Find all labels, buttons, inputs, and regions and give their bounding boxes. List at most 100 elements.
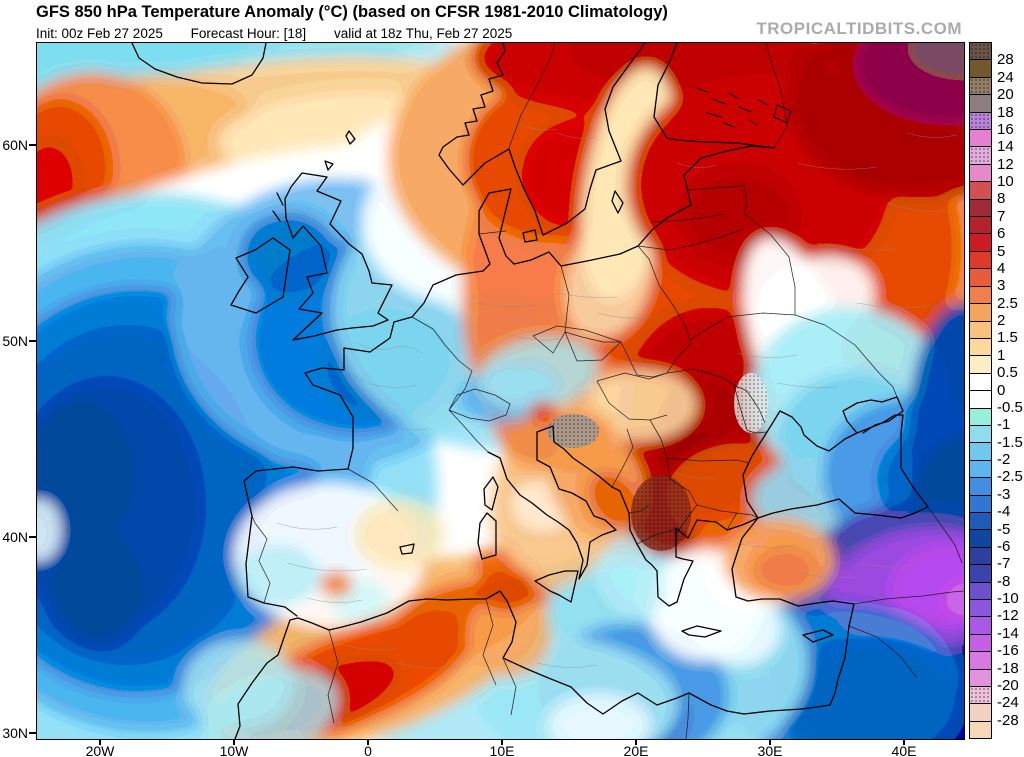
colorbar-label: 24 — [997, 68, 1014, 86]
anomaly-blob — [547, 693, 651, 739]
colorbar-label: -18 — [997, 659, 1019, 677]
colorbar-label: -3 — [997, 485, 1011, 503]
colorbar-label: 10 — [997, 173, 1014, 190]
colorbar-segment — [970, 617, 991, 635]
colorbar-label: -4 — [997, 503, 1011, 521]
colorbar-label: -10 — [997, 590, 1019, 607]
colorbar-segment — [970, 43, 991, 61]
colorbar-label: 14 — [997, 138, 1014, 156]
anomaly-blob — [943, 580, 964, 620]
colorbar-label: 12 — [997, 155, 1014, 173]
run-info: Init: 00z Feb 27 2025 Forecast Hour: [18… — [36, 26, 536, 41]
lon-tick-label: 10E — [489, 743, 515, 757]
colorbar-label: -8 — [997, 572, 1011, 590]
lon-tick-label: 20W — [85, 743, 115, 757]
colorbar-segment — [970, 199, 991, 218]
lon-tick-label: 20E — [623, 743, 649, 757]
anomaly-blob — [529, 401, 557, 423]
anomaly-blob — [37, 498, 62, 562]
colorbar-segment — [970, 391, 991, 409]
lat-tick-mark — [29, 536, 36, 538]
init-time: Init: 00z Feb 27 2025 — [36, 26, 163, 41]
colorbar-segment — [970, 321, 991, 339]
colorbar-label: 2.5 — [997, 294, 1018, 312]
coastline-ireland — [230, 237, 291, 314]
anomaly-blob — [587, 469, 639, 529]
lat-tick-label: 60N — [2, 137, 28, 153]
anomaly-blob — [594, 531, 664, 619]
map-title: GFS 850 hPa Temperature Anomaly (°C) (ba… — [36, 3, 668, 21]
colorbar-label: -1 — [997, 416, 1011, 434]
colorbar-label: 1.5 — [997, 329, 1018, 347]
stipple-patch-dots — [734, 373, 768, 433]
anomaly-blob — [237, 546, 321, 604]
colorbar-segment — [970, 130, 991, 148]
colorbar-segment — [970, 182, 991, 200]
colorbar-label: 5 — [997, 242, 1006, 260]
colorbar-label: 3 — [997, 277, 1006, 295]
lat-tick-label: 30N — [2, 725, 28, 741]
stipple-patch-dots — [547, 414, 599, 448]
anomaly-blob — [183, 639, 295, 731]
colorbar-segment — [970, 338, 991, 357]
coastline-scandinavia — [438, 43, 646, 236]
colorbar-label: -16 — [997, 642, 1019, 660]
lat-tick-mark — [29, 340, 36, 342]
colorbar-segment — [970, 164, 991, 183]
colorbar-segment — [970, 565, 991, 583]
lon-tick-mark — [769, 739, 771, 745]
colorbar-segment — [970, 652, 991, 670]
coastline-iceland — [131, 43, 267, 85]
country-borders — [251, 43, 964, 739]
colorbar-label: -5 — [997, 520, 1011, 538]
anomaly-blob — [353, 499, 445, 571]
forecast-hour: Forecast Hour: [18] — [190, 26, 307, 41]
border-lines — [251, 43, 964, 739]
anomaly-blob — [888, 542, 964, 628]
coastline-lakes — [696, 87, 792, 128]
colorbar-segment — [970, 669, 991, 688]
lat-tick-mark — [29, 144, 36, 146]
lon-tick-label: 10W — [219, 743, 249, 757]
colorbar-segment — [970, 547, 991, 566]
colorbar-segment — [970, 77, 991, 96]
colorbar-label: 20 — [997, 86, 1014, 104]
colorbar-segment — [970, 512, 991, 531]
colorbar-label: 28 — [997, 51, 1014, 69]
colorbar-segment — [970, 60, 991, 78]
map-canvas — [37, 43, 964, 739]
colorbar-segment — [970, 478, 991, 496]
anomaly-blob — [908, 43, 964, 79]
colorbar-segment — [970, 634, 991, 653]
coastline-islands — [272, 130, 834, 643]
colorbar-label: -24 — [997, 694, 1019, 712]
colorbar-segment — [970, 304, 991, 322]
coastline-black-sea — [742, 396, 929, 519]
coastline-britain — [284, 172, 393, 341]
colorbar — [969, 42, 992, 739]
colorbar-label: 0 — [997, 381, 1006, 399]
colorbar-segment — [970, 408, 991, 426]
colorbar-label: 16 — [997, 120, 1014, 138]
colorbar-segment — [970, 251, 991, 270]
colorbar-segment — [970, 217, 991, 235]
valid-time: valid at 18z Thu, Feb 27 2025 — [333, 26, 513, 41]
colorbar-label: 18 — [997, 103, 1014, 121]
anomaly-blob — [585, 369, 697, 441]
colorbar-label: -12 — [997, 607, 1019, 625]
colorbar-label: -28 — [997, 711, 1019, 729]
colorbar-segment — [970, 234, 991, 252]
colorbar-segment — [970, 460, 991, 479]
watermark: TROPICALTIDBITS.COM — [756, 19, 962, 38]
colorbar-label: 2 — [997, 312, 1006, 329]
colorbar-segment — [970, 582, 991, 600]
colorbar-segment — [970, 373, 991, 392]
colorbar-segment — [970, 269, 991, 287]
lat-tick-mark — [29, 732, 36, 734]
colorbar-segment — [970, 147, 991, 165]
anomaly-field — [37, 43, 964, 739]
colorbar-label: -6 — [997, 537, 1011, 555]
lon-tick-label: 30E — [757, 743, 783, 757]
colorbar-label: -20 — [997, 676, 1019, 694]
